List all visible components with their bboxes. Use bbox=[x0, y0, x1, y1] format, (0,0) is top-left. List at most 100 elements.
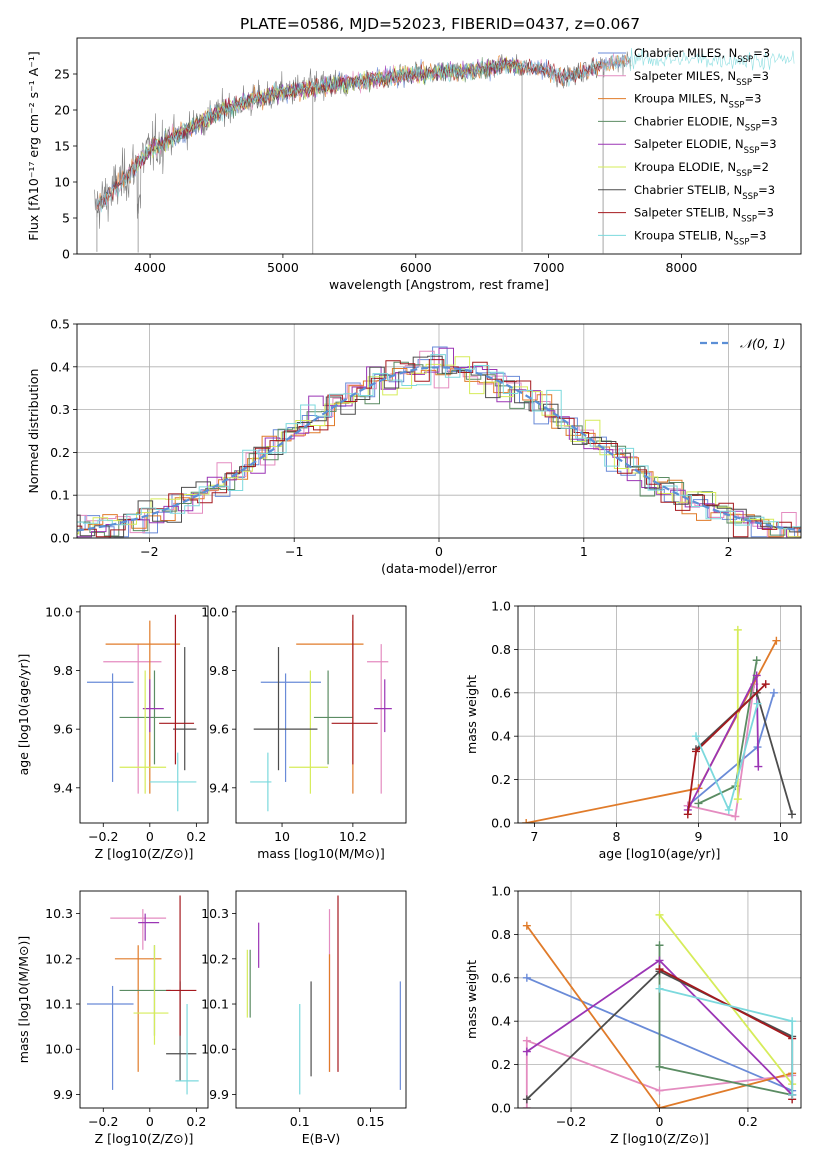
z_age-errorbar-kS bbox=[149, 752, 197, 812]
z_weight-marker-kS bbox=[788, 1017, 797, 1026]
z_weight-marker-sE bbox=[522, 1047, 531, 1056]
age_weight-marker-sE bbox=[752, 671, 761, 680]
model-series-sS bbox=[96, 57, 602, 209]
residuals-ytick-label: 0.4 bbox=[50, 359, 70, 374]
z_weight-line-kE bbox=[658, 914, 793, 1085]
spectrum-xtick-label: 7000 bbox=[533, 260, 565, 275]
spectrum-xtick-label: 8000 bbox=[666, 260, 698, 275]
z_weight-ytick-label: 0.6 bbox=[491, 970, 511, 985]
z_weight-marker-cE bbox=[655, 1062, 664, 1071]
age_weight-ytick-label: 0.2 bbox=[491, 772, 511, 787]
residuals-panel: −2 −1 0 1 2 0.0 0.1 0.2 0.3 0.4 0.5 (data-model)/er… bbox=[26, 317, 802, 576]
legend-label: Salpeter ELODIE, NSSP=3 bbox=[634, 137, 777, 156]
legend-label-tail: =3 bbox=[757, 206, 774, 220]
z_age-errorbar-cM bbox=[86, 673, 134, 782]
legend-label: Kroupa ELODIE, NSSP=2 bbox=[634, 160, 769, 179]
z_age-ytick-label: 9.8 bbox=[53, 663, 73, 678]
legend-label-main: Kroupa ELODIE, N bbox=[634, 160, 736, 174]
z_mass-ytick-label: 9.9 bbox=[53, 1087, 73, 1102]
legend-label-main: Salpeter ELODIE, N bbox=[634, 137, 744, 151]
figure-title: PLATE=0586, MJD=52023, FIBERID=0437, z=0… bbox=[240, 15, 640, 33]
legend-label-tail: =3 bbox=[749, 228, 766, 242]
z_mass-xlabel: Z [log10(Z/Z⊙)] bbox=[95, 1131, 194, 1146]
age_weight-marker-kM bbox=[772, 636, 781, 645]
age_weight-xlabel: age [log10(age/yr)] bbox=[599, 846, 721, 861]
z_age-ytick-label: 9.4 bbox=[53, 780, 73, 795]
legend-label: Salpeter MILES, NSSP=3 bbox=[634, 69, 769, 88]
z_age-errorbar-sE bbox=[142, 679, 164, 733]
legend-label: Chabrier ELODIE, NSSP=3 bbox=[634, 114, 778, 133]
residuals-axes: −2 −1 0 1 2 0.0 0.1 0.2 0.3 0.4 0.5 bbox=[50, 317, 732, 560]
mass_age-xtick-label: 10 bbox=[274, 829, 290, 844]
mass_age-ytick-label: 9.6 bbox=[209, 722, 229, 737]
ebv_mass-ytick-label: 10.2 bbox=[201, 951, 229, 966]
residuals-ytick-label: 0.2 bbox=[50, 445, 70, 460]
legend-label: Chabrier STELIB, NSSP=3 bbox=[634, 183, 775, 202]
z_mass-ylabel: mass [log10(M/M⊙)] bbox=[16, 936, 31, 1064]
residuals-xtick-label: −1 bbox=[285, 544, 303, 559]
age_weight-ytick-label: 0.0 bbox=[491, 816, 511, 831]
z_weight-xtick-label: 0.2 bbox=[738, 1114, 758, 1129]
age_weight-xtick-label: 7 bbox=[530, 829, 538, 844]
spectrum-axes: 4000 5000 6000 7000 8000 0 5 10 15 20 25 bbox=[54, 67, 697, 276]
age_weight-panel: 7 8 9 10 0.0 0.2 0.4 0.6 0.8 1.0 age [log10(age/yr… bbox=[464, 599, 802, 861]
age_weight-marker-sS bbox=[692, 747, 701, 756]
legend-label-main: Chabrier ELODIE, N bbox=[634, 114, 745, 128]
residuals-xtick-label: 1 bbox=[580, 544, 588, 559]
mass_age-ytick-label: 9.8 bbox=[209, 663, 229, 678]
spectrum-ytick-label: 0 bbox=[62, 247, 70, 262]
legend-label-sub: SSP bbox=[744, 146, 760, 156]
mass_age-panel: 10 10.2 9.4 9.6 9.8 10.0 mass [log10(M/M⊙)] bbox=[201, 604, 407, 861]
spectrum-xlabel: wavelength [Angstrom, rest frame] bbox=[329, 277, 549, 292]
age_weight-marker-kS bbox=[692, 732, 701, 741]
mass_age-errorbar-sM bbox=[367, 644, 389, 794]
z_age-ytick-label: 9.6 bbox=[53, 722, 73, 737]
normal-curve bbox=[77, 366, 801, 532]
age_weight-marker-kM bbox=[522, 819, 531, 823]
z_age-errorbar-cS bbox=[173, 647, 197, 771]
legend-label-tail: =3 bbox=[758, 183, 775, 197]
z_weight-panel: −0.2 0 0.2 0.0 0.2 0.4 0.6 0.8 1.0 Z [log10(Z/Z⊙)… bbox=[464, 884, 802, 1146]
z_age-errorbar-kE bbox=[119, 670, 167, 794]
z_weight-frame bbox=[517, 890, 802, 1109]
model-series-kE bbox=[136, 56, 522, 172]
mass_age-errorbar-cS bbox=[253, 647, 318, 771]
spectrum-panel: 4000 5000 6000 7000 8000 0 5 10 15 20 25 wavelength… bbox=[26, 37, 802, 292]
mass_age-errorbar-kS bbox=[250, 752, 272, 812]
model-series-sE bbox=[136, 57, 522, 168]
z_weight-axes: −0.2 0 0.2 0.0 0.2 0.4 0.6 0.8 1.0 bbox=[491, 884, 758, 1130]
spectrum-plot-area bbox=[94, 47, 795, 254]
ebv_mass-ytick-label: 9.9 bbox=[209, 1087, 229, 1102]
ebv_mass-xtick-label: 0.15 bbox=[357, 1114, 385, 1129]
mass_age-errorbar-sS bbox=[331, 614, 378, 765]
mass_age-xtick-label: 10.2 bbox=[339, 829, 367, 844]
age_weight-marker-sE bbox=[754, 762, 763, 771]
z_mass-errorbar-sM bbox=[110, 909, 167, 950]
z_age-axes: −0.2 0 0.2 9.4 9.6 9.8 10.0 bbox=[45, 604, 206, 844]
ebv_mass-ytick-label: 10.0 bbox=[201, 1042, 229, 1057]
z_weight-ylabel: mass weight bbox=[464, 960, 479, 1039]
z_mass-xtick-label: 0 bbox=[146, 1114, 154, 1129]
age_weight-marker-sS bbox=[683, 810, 692, 819]
age_weight-ytick-label: 0.8 bbox=[491, 642, 511, 657]
z_mass-plot-area bbox=[86, 895, 199, 1095]
z_weight-plot-area bbox=[522, 910, 797, 1108]
legend-label-main: Chabrier STELIB, N bbox=[634, 183, 742, 197]
spectrum-xtick-label: 5000 bbox=[267, 260, 299, 275]
z_age-ylabel: age [log10(age/yr)] bbox=[16, 654, 31, 776]
z_mass-panel: −0.2 0 0.2 9.9 10.0 10.1 10.2 10.3 Z [log10(Z/Z⊙… bbox=[16, 890, 209, 1146]
z_weight-marker-cM bbox=[522, 973, 531, 982]
mass_age-axes: 10 10.2 9.4 9.6 9.8 10.0 bbox=[201, 604, 367, 844]
residuals-plot-area bbox=[77, 346, 801, 538]
age_weight-marker-kS bbox=[753, 699, 762, 708]
z_weight-ytick-label: 0.2 bbox=[491, 1057, 511, 1072]
z_mass-axes: −0.2 0 0.2 9.9 10.0 10.1 10.2 10.3 bbox=[45, 906, 206, 1129]
z_weight-marker-kS bbox=[788, 1090, 797, 1099]
ebv_mass-ytick-label: 10.1 bbox=[201, 997, 229, 1012]
legend-label-main: Kroupa MILES, N bbox=[634, 92, 729, 106]
z_weight-line-sM bbox=[525, 1039, 793, 1108]
spectrum-xtick-label: 6000 bbox=[400, 260, 432, 275]
legend-label-tail: =3 bbox=[744, 92, 761, 106]
